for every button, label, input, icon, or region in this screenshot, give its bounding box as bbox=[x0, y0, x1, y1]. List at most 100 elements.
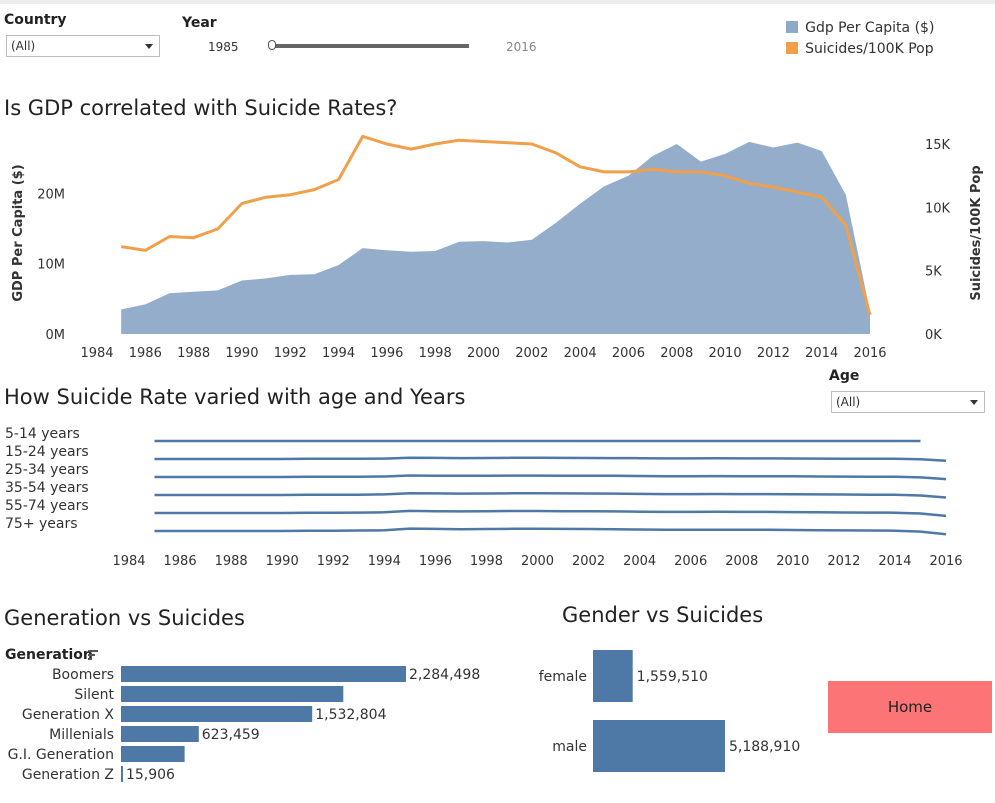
chevron-down-icon bbox=[970, 400, 978, 405]
legend-gdp[interactable]: Gdp Per Capita ($) bbox=[786, 17, 934, 36]
x-tick-label: 2004 bbox=[623, 554, 656, 569]
x-tick-label: 2010 bbox=[709, 346, 742, 361]
x-tick-label: 1990 bbox=[225, 346, 258, 361]
generation-bar bbox=[121, 666, 406, 682]
age-series-line bbox=[154, 474, 947, 481]
legend-suicides[interactable]: Suicides/100K Pop bbox=[786, 38, 934, 57]
x-tick-label: 2012 bbox=[827, 554, 860, 569]
x-tick-label: 2014 bbox=[805, 346, 838, 361]
generation-value-label: 1,532,804 bbox=[315, 707, 386, 723]
year-min-label: 1985 bbox=[208, 40, 239, 54]
country-select-value: (All) bbox=[11, 39, 36, 53]
x-tick-label: 2008 bbox=[725, 554, 758, 569]
generation-value-label: 15,906 bbox=[126, 767, 175, 783]
generation-category-label: Generation X bbox=[22, 707, 115, 723]
generation-chart-title: Generation vs Suicides bbox=[4, 606, 245, 630]
generation-bar-chart: Generation Boomers 2,284,498 Silent Generat… bbox=[5, 647, 480, 783]
legend-suicides-label: Suicides/100K Pop bbox=[805, 41, 934, 57]
x-tick-label: 2014 bbox=[878, 554, 911, 569]
year-slider-track[interactable] bbox=[272, 44, 469, 48]
gender-category-label: female bbox=[539, 669, 587, 685]
x-tick-label: 1988 bbox=[215, 554, 248, 569]
x-tick-label: 2010 bbox=[776, 554, 809, 569]
gender-bar bbox=[593, 720, 725, 772]
generation-category-label: G.I. Generation bbox=[8, 747, 114, 763]
x-tick-label: 2004 bbox=[564, 346, 597, 361]
gdp-suicide-chart: GDP Per Capita ($) Suicides/100K Pop 198… bbox=[11, 134, 984, 361]
suicide-y-axis-title: Suicides/100K Pop bbox=[969, 165, 984, 300]
suicide-y-tick-label: 10K bbox=[925, 201, 951, 216]
age-series-line bbox=[154, 456, 947, 462]
chevron-down-icon bbox=[145, 44, 153, 49]
age-select[interactable]: (All) bbox=[831, 391, 985, 413]
age-series-line bbox=[154, 509, 947, 518]
x-tick-label: 1986 bbox=[164, 554, 197, 569]
x-tick-label: 1990 bbox=[266, 554, 299, 569]
age-series-label: 15-24 years bbox=[5, 444, 89, 460]
sort-icon[interactable] bbox=[88, 650, 98, 660]
gender-category-label: male bbox=[552, 739, 587, 755]
x-tick-label: 1998 bbox=[470, 554, 503, 569]
top-bar bbox=[0, 0, 995, 4]
age-lines-chart: 5-14 years 15-24 years 25-34 years 35-54 ye… bbox=[5, 426, 963, 569]
age-series-label: 5-14 years bbox=[5, 426, 80, 442]
gender-chart-title: Gender vs Suicides bbox=[562, 603, 764, 627]
x-tick-label: 2002 bbox=[572, 554, 605, 569]
generation-bar bbox=[121, 686, 344, 702]
x-tick-label: 2016 bbox=[853, 346, 886, 361]
gdp-y-tick-label: 20M bbox=[37, 187, 65, 202]
x-tick-label: 1996 bbox=[419, 554, 452, 569]
generation-category-label: Boomers bbox=[52, 667, 114, 683]
gender-bar-chart: female 1,559,510 male 5,188,910 bbox=[539, 650, 800, 772]
country-select[interactable]: (All) bbox=[6, 35, 160, 57]
x-tick-label: 2000 bbox=[521, 554, 554, 569]
age-chart-title: How Suicide Rate varied with age and Yea… bbox=[4, 385, 466, 409]
generation-category-label: Silent bbox=[74, 687, 114, 703]
x-tick-label: 2006 bbox=[612, 346, 645, 361]
generation-bar bbox=[121, 766, 123, 782]
age-filter-label: Age bbox=[829, 368, 860, 384]
age-series-line bbox=[154, 527, 947, 536]
age-series-line bbox=[154, 491, 947, 499]
gender-value-label: 5,188,910 bbox=[729, 739, 800, 755]
home-button[interactable]: Home bbox=[828, 681, 992, 733]
gdp-y-tick-label: 0M bbox=[46, 328, 66, 343]
generation-bar bbox=[121, 726, 199, 742]
year-max-label: 2016 bbox=[506, 40, 537, 54]
x-tick-label: 2016 bbox=[929, 554, 962, 569]
gender-bar bbox=[593, 650, 633, 702]
x-tick-label: 1994 bbox=[322, 346, 355, 361]
x-tick-label: 2002 bbox=[515, 346, 548, 361]
x-tick-label: 2012 bbox=[757, 346, 790, 361]
suicide-y-tick-label: 5K bbox=[925, 265, 942, 280]
generation-bar bbox=[121, 706, 313, 722]
country-filter-label: Country bbox=[4, 12, 67, 28]
suicide-y-tick-label: 0K bbox=[925, 328, 942, 343]
age-select-value: (All) bbox=[836, 395, 861, 409]
age-series-label: 25-34 years bbox=[5, 462, 89, 478]
generation-axis-title: Generation bbox=[5, 647, 93, 663]
suicide-rate-line bbox=[120, 134, 872, 316]
generation-bar bbox=[121, 746, 185, 762]
gdp-chart-title: Is GDP correlated with Suicide Rates? bbox=[4, 96, 398, 120]
legend-suicides-swatch bbox=[786, 42, 798, 54]
x-tick-label: 1994 bbox=[368, 554, 401, 569]
x-tick-label: 1992 bbox=[317, 554, 350, 569]
x-tick-label: 1996 bbox=[370, 346, 403, 361]
generation-value-label: 2,284,498 bbox=[409, 667, 480, 683]
year-slider-handle[interactable] bbox=[268, 40, 276, 50]
x-tick-label: 2000 bbox=[467, 346, 500, 361]
age-series-label: 75+ years bbox=[5, 516, 78, 532]
gdp-y-axis-title: GDP Per Capita ($) bbox=[11, 164, 26, 301]
x-tick-label: 1988 bbox=[177, 346, 210, 361]
gender-value-label: 1,559,510 bbox=[637, 669, 708, 685]
legend-gdp-label: Gdp Per Capita ($) bbox=[805, 20, 935, 36]
gdp-y-tick-label: 10M bbox=[37, 258, 65, 273]
age-series-label: 55-74 years bbox=[5, 498, 89, 514]
x-tick-label: 1992 bbox=[274, 346, 307, 361]
x-tick-label: 1984 bbox=[112, 554, 145, 569]
x-tick-label: 1984 bbox=[80, 346, 113, 361]
x-tick-label: 1986 bbox=[129, 346, 162, 361]
gdp-area bbox=[121, 141, 870, 334]
age-series-label: 35-54 years bbox=[5, 480, 89, 496]
